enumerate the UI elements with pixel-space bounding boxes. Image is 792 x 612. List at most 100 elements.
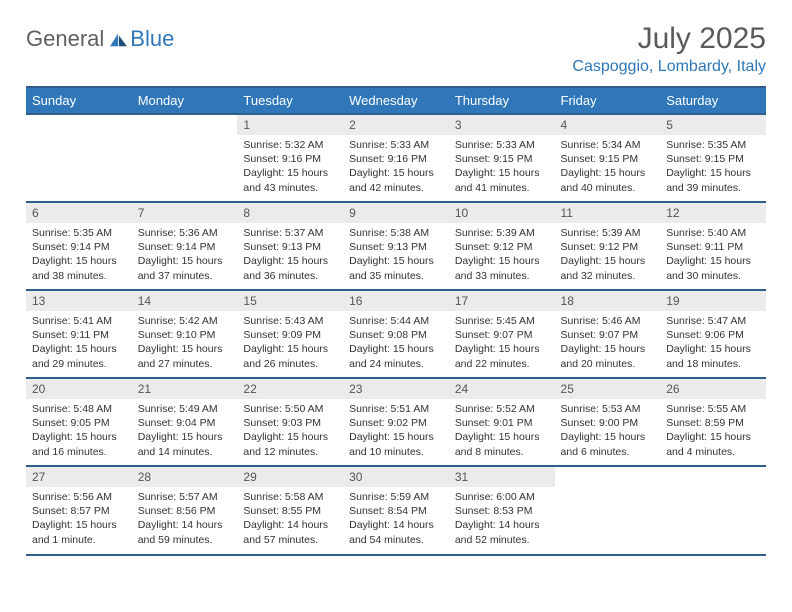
daylight-line: Daylight: 15 hours and 30 minutes. (666, 254, 760, 282)
day-number: 10 (449, 203, 555, 223)
day-number: 3 (449, 115, 555, 135)
sunrise-line: Sunrise: 5:40 AM (666, 226, 760, 240)
day-number: 26 (660, 379, 766, 399)
sunset-line: Sunset: 9:11 PM (32, 328, 126, 342)
daylight-line: Daylight: 15 hours and 42 minutes. (349, 166, 443, 194)
day-header: Friday (555, 87, 661, 114)
daylight-line: Daylight: 15 hours and 22 minutes. (455, 342, 549, 370)
day-body: Sunrise: 6:00 AMSunset: 8:53 PMDaylight:… (449, 487, 555, 553)
day-cell: 30Sunrise: 5:59 AMSunset: 8:54 PMDayligh… (343, 466, 449, 554)
sunrise-line: Sunrise: 5:56 AM (32, 490, 126, 504)
day-cell: 4Sunrise: 5:34 AMSunset: 9:15 PMDaylight… (555, 114, 661, 202)
day-cell: 26Sunrise: 5:55 AMSunset: 8:59 PMDayligh… (660, 378, 766, 466)
daylight-line: Daylight: 15 hours and 27 minutes. (138, 342, 232, 370)
day-number: 13 (26, 291, 132, 311)
daylight-line: Daylight: 15 hours and 14 minutes. (138, 430, 232, 458)
day-cell: 2Sunrise: 5:33 AMSunset: 9:16 PMDaylight… (343, 114, 449, 202)
sunrise-line: Sunrise: 5:33 AM (349, 138, 443, 152)
sunset-line: Sunset: 9:16 PM (243, 152, 337, 166)
day-cell: 29Sunrise: 5:58 AMSunset: 8:55 PMDayligh… (237, 466, 343, 554)
header: General Blue July 2025 Caspoggio, Lombar… (26, 22, 766, 76)
day-body: Sunrise: 5:58 AMSunset: 8:55 PMDaylight:… (237, 487, 343, 553)
day-number: 24 (449, 379, 555, 399)
day-number (660, 467, 766, 487)
sunrise-line: Sunrise: 5:57 AM (138, 490, 232, 504)
day-cell: 1Sunrise: 5:32 AMSunset: 9:16 PMDaylight… (237, 114, 343, 202)
week-row: 27Sunrise: 5:56 AMSunset: 8:57 PMDayligh… (26, 466, 766, 554)
day-body: Sunrise: 5:39 AMSunset: 9:12 PMDaylight:… (449, 223, 555, 289)
day-body: Sunrise: 5:47 AMSunset: 9:06 PMDaylight:… (660, 311, 766, 377)
day-number: 27 (26, 467, 132, 487)
sunrise-line: Sunrise: 5:38 AM (349, 226, 443, 240)
day-cell: 31Sunrise: 6:00 AMSunset: 8:53 PMDayligh… (449, 466, 555, 554)
day-body: Sunrise: 5:43 AMSunset: 9:09 PMDaylight:… (237, 311, 343, 377)
sunset-line: Sunset: 9:07 PM (455, 328, 549, 342)
sunrise-line: Sunrise: 5:51 AM (349, 402, 443, 416)
day-body: Sunrise: 5:33 AMSunset: 9:16 PMDaylight:… (343, 135, 449, 201)
sunrise-line: Sunrise: 5:44 AM (349, 314, 443, 328)
sunset-line: Sunset: 9:12 PM (455, 240, 549, 254)
day-body: Sunrise: 5:53 AMSunset: 9:00 PMDaylight:… (555, 399, 661, 465)
day-body: Sunrise: 5:39 AMSunset: 9:12 PMDaylight:… (555, 223, 661, 289)
day-cell (26, 114, 132, 202)
sunset-line: Sunset: 9:02 PM (349, 416, 443, 430)
sunrise-line: Sunrise: 5:48 AM (32, 402, 126, 416)
day-cell: 27Sunrise: 5:56 AMSunset: 8:57 PMDayligh… (26, 466, 132, 554)
day-body: Sunrise: 5:56 AMSunset: 8:57 PMDaylight:… (26, 487, 132, 553)
sunset-line: Sunset: 9:13 PM (243, 240, 337, 254)
day-cell: 19Sunrise: 5:47 AMSunset: 9:06 PMDayligh… (660, 290, 766, 378)
day-number: 12 (660, 203, 766, 223)
daylight-line: Daylight: 15 hours and 33 minutes. (455, 254, 549, 282)
sunrise-line: Sunrise: 6:00 AM (455, 490, 549, 504)
day-body: Sunrise: 5:44 AMSunset: 9:08 PMDaylight:… (343, 311, 449, 377)
day-number: 23 (343, 379, 449, 399)
daylight-line: Daylight: 15 hours and 32 minutes. (561, 254, 655, 282)
sunset-line: Sunset: 9:13 PM (349, 240, 443, 254)
daylight-line: Daylight: 15 hours and 26 minutes. (243, 342, 337, 370)
day-cell: 3Sunrise: 5:33 AMSunset: 9:15 PMDaylight… (449, 114, 555, 202)
day-body: Sunrise: 5:40 AMSunset: 9:11 PMDaylight:… (660, 223, 766, 289)
logo-text-blue: Blue (130, 26, 174, 52)
day-number: 7 (132, 203, 238, 223)
bottom-rule (26, 554, 766, 556)
day-number: 28 (132, 467, 238, 487)
daylight-line: Daylight: 14 hours and 59 minutes. (138, 518, 232, 546)
day-cell: 17Sunrise: 5:45 AMSunset: 9:07 PMDayligh… (449, 290, 555, 378)
day-cell: 28Sunrise: 5:57 AMSunset: 8:56 PMDayligh… (132, 466, 238, 554)
sunset-line: Sunset: 8:57 PM (32, 504, 126, 518)
day-number: 18 (555, 291, 661, 311)
sunset-line: Sunset: 9:01 PM (455, 416, 549, 430)
day-cell: 9Sunrise: 5:38 AMSunset: 9:13 PMDaylight… (343, 202, 449, 290)
day-body: Sunrise: 5:42 AMSunset: 9:10 PMDaylight:… (132, 311, 238, 377)
day-header-row: SundayMondayTuesdayWednesdayThursdayFrid… (26, 87, 766, 114)
day-body: Sunrise: 5:45 AMSunset: 9:07 PMDaylight:… (449, 311, 555, 377)
sunset-line: Sunset: 8:55 PM (243, 504, 337, 518)
sunset-line: Sunset: 9:07 PM (561, 328, 655, 342)
day-cell: 7Sunrise: 5:36 AMSunset: 9:14 PMDaylight… (132, 202, 238, 290)
day-body: Sunrise: 5:37 AMSunset: 9:13 PMDaylight:… (237, 223, 343, 289)
day-cell: 21Sunrise: 5:49 AMSunset: 9:04 PMDayligh… (132, 378, 238, 466)
day-header: Thursday (449, 87, 555, 114)
sunset-line: Sunset: 9:00 PM (561, 416, 655, 430)
day-cell: 18Sunrise: 5:46 AMSunset: 9:07 PMDayligh… (555, 290, 661, 378)
day-body: Sunrise: 5:41 AMSunset: 9:11 PMDaylight:… (26, 311, 132, 377)
sunrise-line: Sunrise: 5:39 AM (455, 226, 549, 240)
calendar-table: SundayMondayTuesdayWednesdayThursdayFrid… (26, 86, 766, 554)
sunset-line: Sunset: 9:04 PM (138, 416, 232, 430)
day-cell: 20Sunrise: 5:48 AMSunset: 9:05 PMDayligh… (26, 378, 132, 466)
day-cell: 15Sunrise: 5:43 AMSunset: 9:09 PMDayligh… (237, 290, 343, 378)
daylight-line: Daylight: 14 hours and 54 minutes. (349, 518, 443, 546)
sunset-line: Sunset: 8:59 PM (666, 416, 760, 430)
day-number: 5 (660, 115, 766, 135)
day-body: Sunrise: 5:35 AMSunset: 9:14 PMDaylight:… (26, 223, 132, 289)
day-number: 11 (555, 203, 661, 223)
sunrise-line: Sunrise: 5:53 AM (561, 402, 655, 416)
sunset-line: Sunset: 9:08 PM (349, 328, 443, 342)
daylight-line: Daylight: 15 hours and 8 minutes. (455, 430, 549, 458)
day-cell: 11Sunrise: 5:39 AMSunset: 9:12 PMDayligh… (555, 202, 661, 290)
sail-icon (107, 32, 129, 48)
day-number: 4 (555, 115, 661, 135)
day-number: 14 (132, 291, 238, 311)
daylight-line: Daylight: 14 hours and 52 minutes. (455, 518, 549, 546)
day-body: Sunrise: 5:32 AMSunset: 9:16 PMDaylight:… (237, 135, 343, 201)
